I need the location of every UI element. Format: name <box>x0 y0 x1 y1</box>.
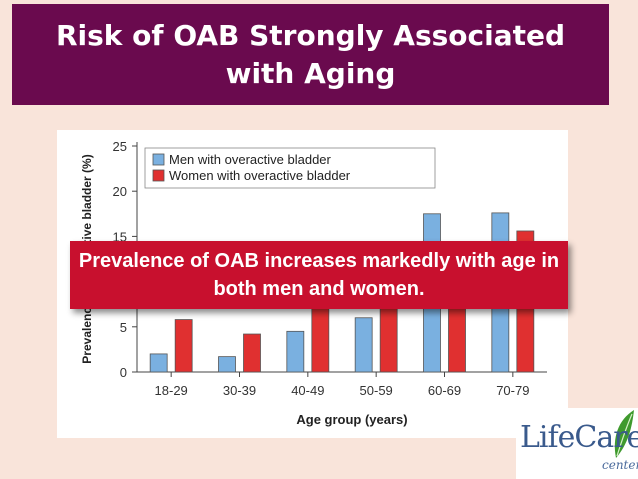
bar-men-30-39 <box>218 356 236 373</box>
bar-women-40-49 <box>311 303 330 373</box>
y-tick-label: 15 <box>113 229 127 244</box>
callout-text: Prevalence of OAB increases markedly wit… <box>78 250 560 300</box>
bar-men-50-59 <box>354 317 373 373</box>
legend-label: Women with overactive bladder <box>169 168 351 183</box>
x-tick-label: 60-69 <box>428 383 461 398</box>
y-tick-label: 0 <box>120 365 127 380</box>
legend-box <box>144 147 436 189</box>
x-tick-label: 30-39 <box>223 383 256 398</box>
y-tick-label: 20 <box>113 184 127 199</box>
logo-subtitle: center <box>602 458 638 472</box>
x-axis-title: Age group (years) <box>296 412 407 427</box>
bar-men-40-49 <box>286 330 305 373</box>
legend-swatch <box>152 153 165 166</box>
x-tick-label: 70-79 <box>496 383 529 398</box>
callout-box: Prevalence of OAB increases markedly wit… <box>70 241 568 309</box>
x-tick-label: 50-59 <box>360 383 393 398</box>
bar-women-30-39 <box>243 333 261 373</box>
x-tick-label: 18-29 <box>155 383 188 398</box>
y-tick-label: 5 <box>120 320 127 335</box>
leaf-icon <box>614 410 634 458</box>
slide-title: Risk of OAB Strongly Associated with Agi… <box>55 18 566 90</box>
x-tick-label: 40-49 <box>291 383 324 398</box>
bar-men-18-29 <box>149 353 168 373</box>
y-tick-label: 25 <box>113 139 127 154</box>
legend-label: Men with overactive bladder <box>169 152 332 167</box>
lifecare-logo: LifeCare center <box>516 408 638 479</box>
bar-women-18-29 <box>174 319 193 373</box>
bar-women-50-59 <box>379 303 398 373</box>
chart-axes: 0510152025Prevalence of overactive bladd… <box>80 139 547 427</box>
logo-wordmark: LifeCare <box>520 420 638 455</box>
title-bar: Risk of OAB Strongly Associated with Agi… <box>12 4 609 105</box>
legend-swatch <box>152 169 165 182</box>
